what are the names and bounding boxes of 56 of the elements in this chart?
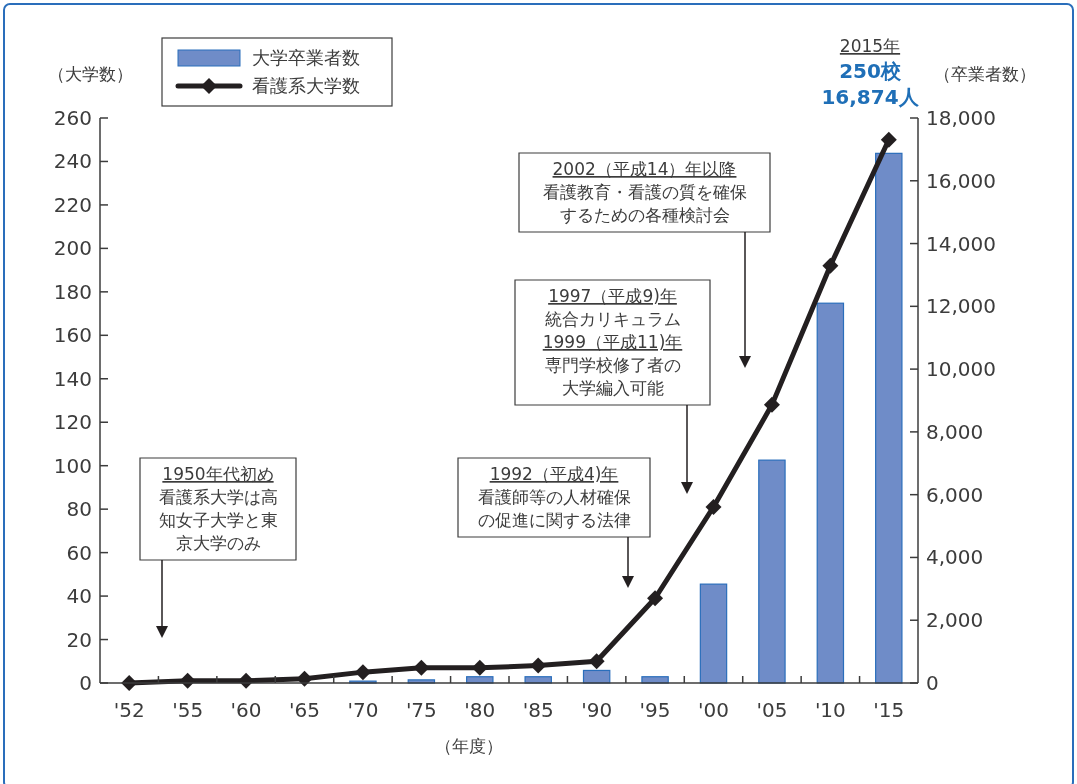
annotation: 看護系大学は高知女子大学と東京大学のみ — [158, 487, 278, 553]
y-tick-label: 20 — [66, 627, 92, 652]
y-tick-label: 160 — [53, 323, 92, 348]
y-axis-title: （大学数） — [47, 64, 133, 84]
annotation: 専門学校修了者の大学編入可能 — [544, 355, 681, 398]
annotation: 1992（平成4)年 — [489, 464, 619, 484]
x-tick-label: '90 — [581, 698, 613, 722]
x-tick-label: '75 — [405, 698, 437, 722]
y2-tick-label: 2,000 — [926, 608, 984, 633]
x-tick-label: '00 — [698, 698, 729, 722]
x-tick-label: '52 — [113, 698, 145, 722]
legend-label: 大学卒業者数 — [252, 47, 360, 69]
y-tick-label: 40 — [66, 584, 92, 609]
y-tick-label: 120 — [53, 410, 92, 435]
x-tick-label: '70 — [347, 698, 379, 722]
y-tick-label: 100 — [53, 453, 92, 478]
annotation: 1999（平成11)年 — [542, 332, 683, 352]
annotation: 1997（平成9)年 — [548, 286, 677, 306]
annotation: 1950年代初め — [162, 464, 274, 484]
x-tick-label: '65 — [289, 698, 320, 722]
y-tick-label: 260 — [53, 106, 92, 130]
x-tick-label: '05 — [756, 698, 788, 722]
annotation: 統合カリキュラム — [544, 309, 681, 329]
y-tick-label: 60 — [66, 540, 92, 565]
x-axis-title: （年度） — [435, 736, 503, 756]
y-tick-label: 80 — [66, 497, 92, 522]
y2-tick-label: 8,000 — [926, 419, 984, 444]
y2-tick-label: 18,000 — [926, 106, 996, 130]
y-tick-label: 180 — [53, 279, 92, 304]
y2-tick-label: 12,000 — [926, 294, 996, 319]
y-tick-label: 220 — [53, 192, 92, 217]
y2-axis-title: （卒業者数） — [934, 64, 1036, 84]
annotation: 2002（平成14）年以降 — [552, 159, 737, 179]
annotation: 看護師等の人材確保の促進に関する法律 — [477, 487, 631, 530]
y-tick-label: 240 — [53, 149, 92, 174]
y-tick-label: 200 — [53, 236, 92, 261]
x-tick-label: '95 — [639, 698, 671, 722]
y2-tick-label: 6,000 — [926, 482, 984, 507]
y2-tick-label: 4,000 — [926, 545, 984, 570]
legend-label: 看護系大学数 — [252, 75, 360, 97]
y2-tick-label: 14,000 — [926, 231, 996, 256]
annotation: 看護教育・看護の質を確保するための各種検討会 — [542, 182, 747, 225]
y-tick-label: 140 — [53, 366, 92, 391]
text: 2015年 — [839, 36, 901, 56]
text: 16,874人 — [821, 85, 920, 109]
y2-tick-label: 16,000 — [926, 168, 996, 193]
x-tick-label: '85 — [522, 698, 554, 722]
x-tick-label: '60 — [230, 698, 262, 722]
x-tick-label: '80 — [464, 698, 496, 722]
y2-tick-label: 0 — [926, 671, 939, 695]
text: 250校 — [839, 59, 902, 83]
y2-tick-label: 10,000 — [926, 357, 996, 382]
y-tick-label: 0 — [79, 671, 92, 695]
x-tick-label: '55 — [172, 698, 204, 722]
x-tick-label: '15 — [873, 698, 905, 722]
x-tick-label: '10 — [814, 698, 846, 722]
